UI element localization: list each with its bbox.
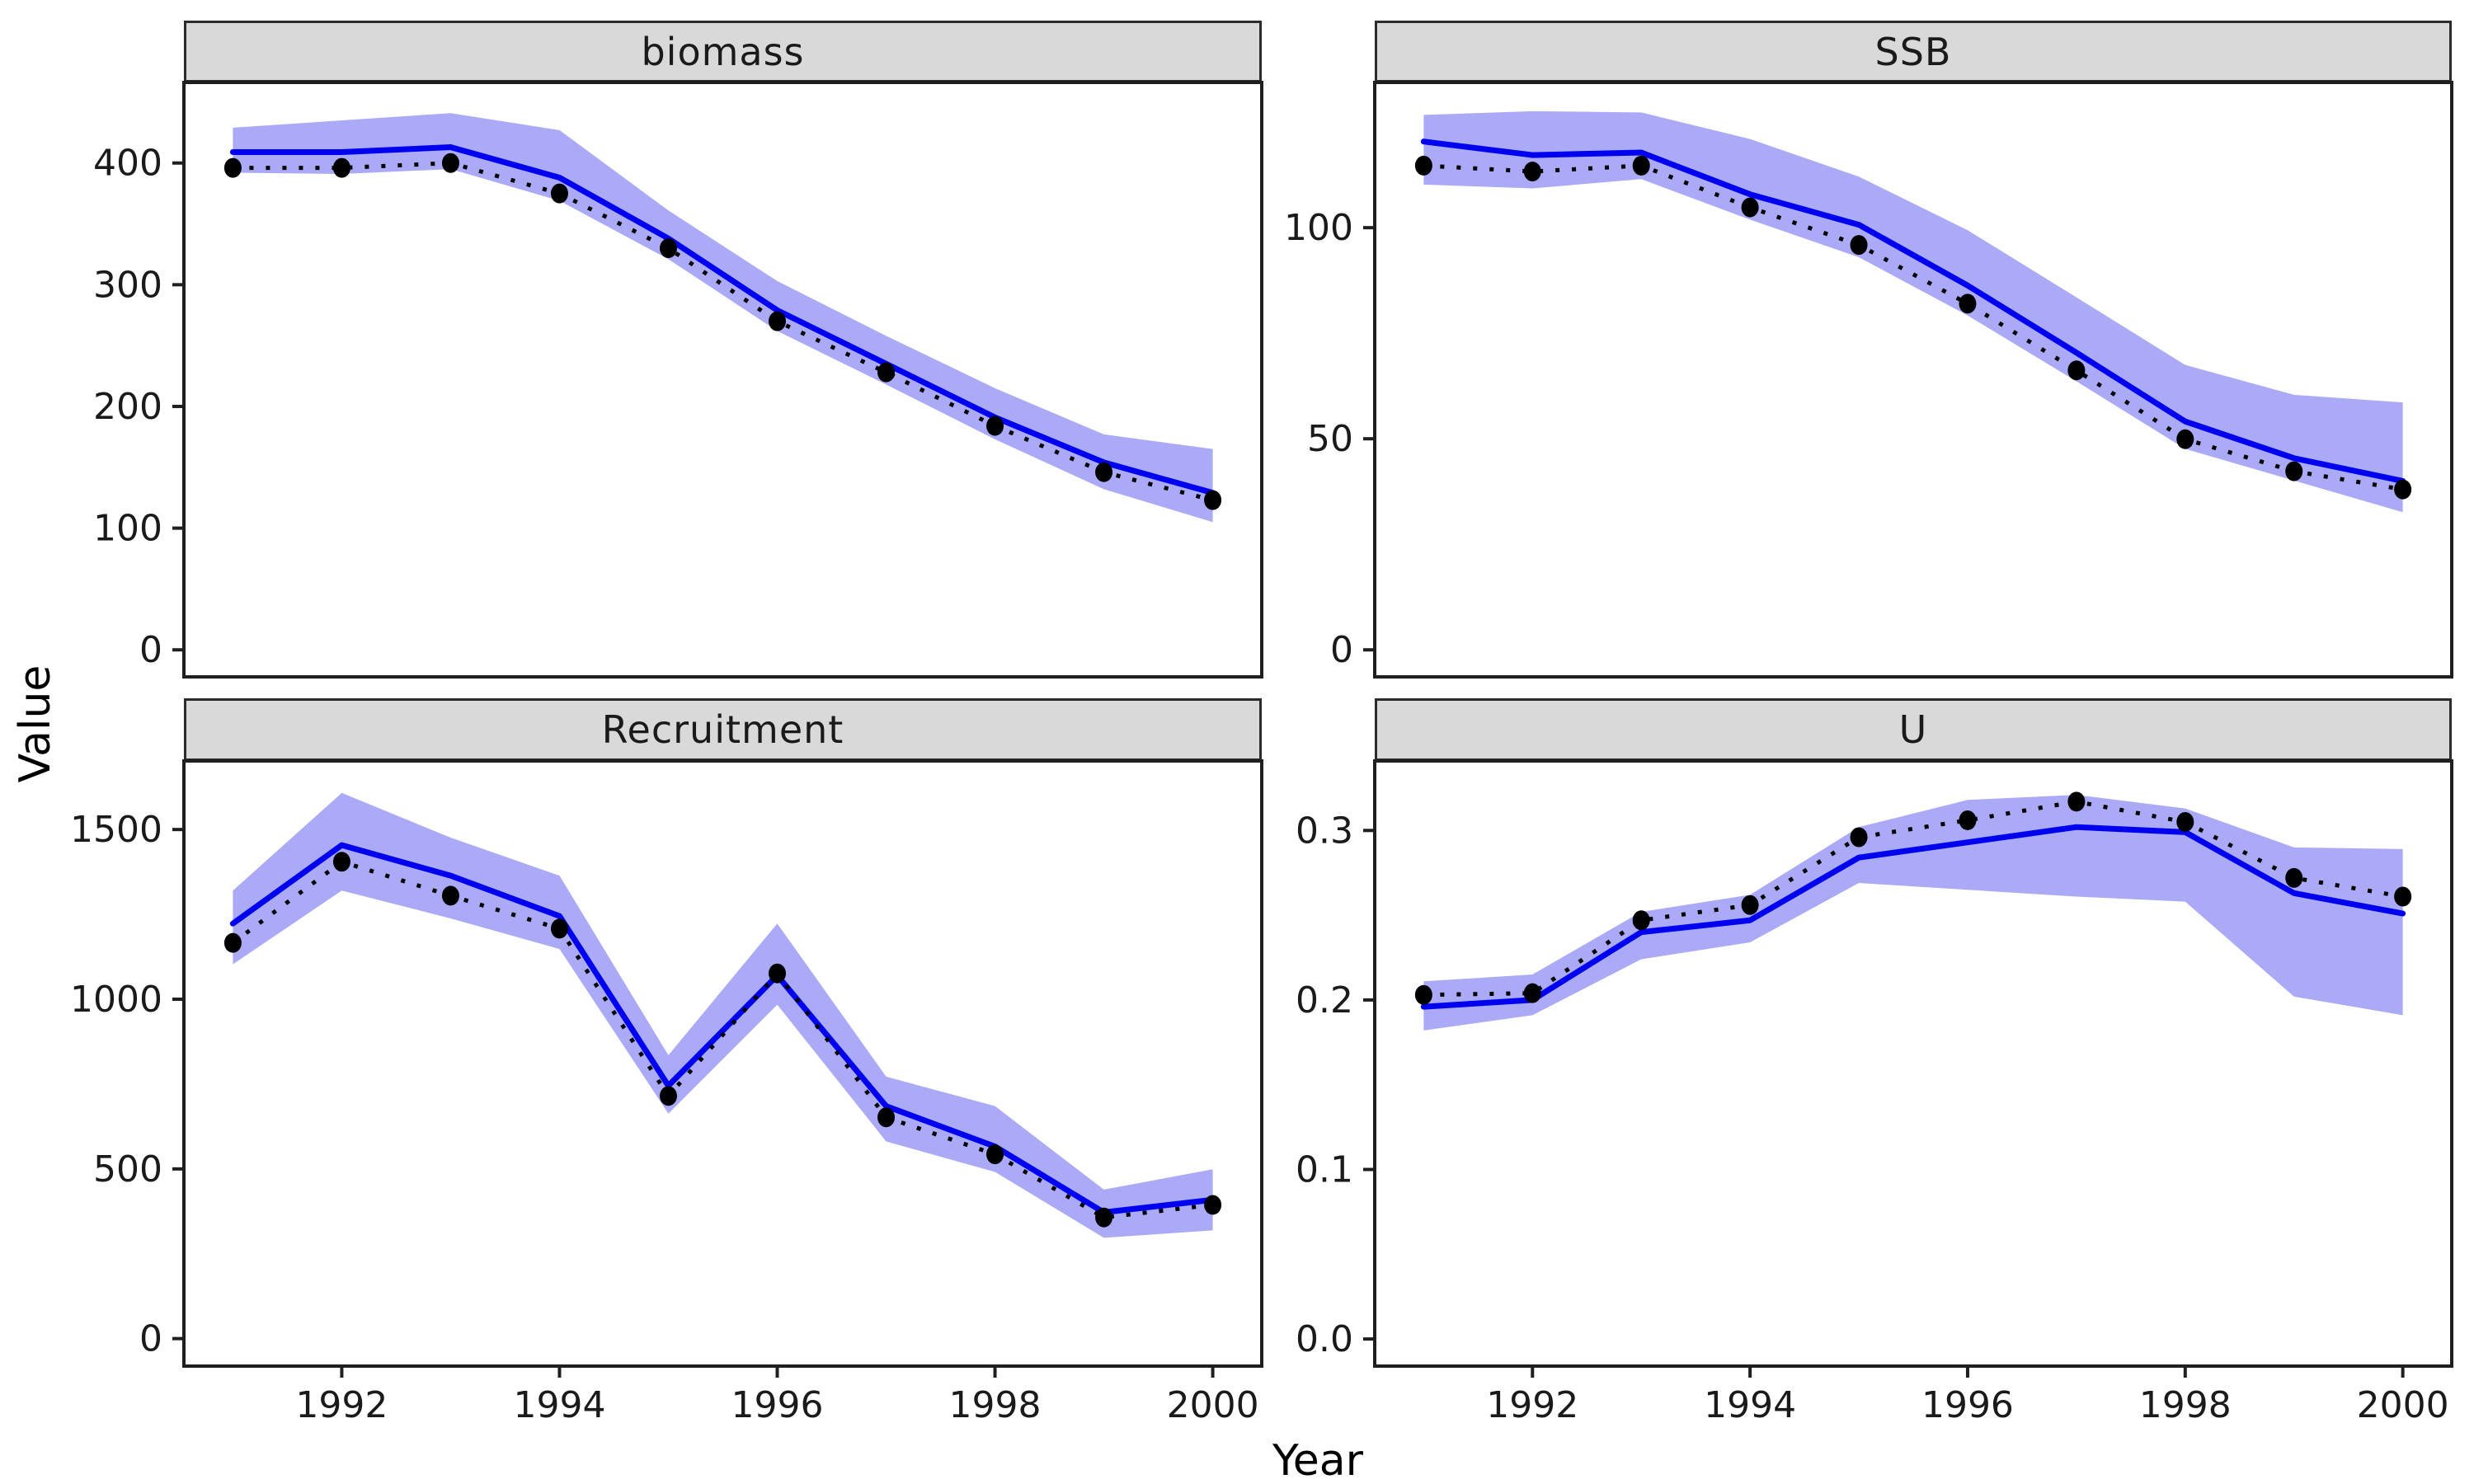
observed-point-u [1414,984,1432,1005]
observed-point-ssb [1632,155,1650,176]
panel-border-recruitment [182,759,1263,1368]
estimate-line-ssb [1420,139,2406,484]
observed-point-u [1632,910,1650,931]
observed-point-recruitment [550,918,568,939]
observed-point-biomass [332,157,350,178]
facet-strip-u: U [1375,698,2452,761]
panel-recruitment: 0 500 1000 1500 1992 1994 1996 1998 2000 [70,759,1263,1426]
y-tick-label-u: 0.0 [1296,1318,1353,1360]
observed-point-u [1741,895,1759,915]
observed-point-biomass [441,153,459,173]
observed-point-u [2285,867,2303,888]
facet-strip-biomass: biomass [184,21,1262,82]
y-tick-label-biomass: 200 [93,386,162,428]
x-tick-label-u: 1996 [1921,1384,2014,1426]
observed-point-u [2067,791,2086,812]
x-tick-label-recruitment: 1994 [513,1384,605,1426]
observed-point-u [1523,983,1541,1003]
y-tick-label-biomass: 0 [139,629,162,671]
confidence-ribbon-u [1423,795,2403,1031]
observed-point-biomass [550,183,568,204]
confidence-ribbon-ssb [1423,110,2403,513]
y-tick-label-recruitment: 1000 [70,979,162,1021]
panel-border-biomass [182,81,1263,679]
panel-border-ssb [1373,81,2453,679]
confidence-ribbon-biomass [233,113,1213,523]
y-tick-label-biomass: 400 [93,143,162,185]
observed-line-recruitment [231,859,1213,1220]
y-tick-label-recruitment: 500 [93,1148,162,1190]
observed-point-recruitment [441,885,459,906]
observed-point-biomass [769,311,787,331]
y-tick-label-u: 0.1 [1296,1149,1353,1191]
panel-biomass: 0 100 200 300 400 [93,81,1263,679]
y-axis-title: Value [11,665,60,783]
facet-strip-recruitment: Recruitment [184,698,1262,761]
observed-point-ssb [2285,461,2303,481]
y-tick-label-recruitment: 1500 [70,809,162,851]
x-tick-label-recruitment: 2000 [1167,1384,1259,1426]
observed-point-u [1850,827,1868,848]
observed-point-ssb [1523,162,1541,182]
observed-point-recruitment [1095,1207,1113,1228]
x-tick-label-u: 1998 [2139,1384,2232,1426]
x-tick-label-recruitment: 1992 [295,1384,388,1426]
observed-point-ssb [1959,294,1977,314]
y-tick-label-biomass: 300 [93,264,162,306]
panel-ssb: 0 50 100 [1284,81,2453,679]
x-tick-label-recruitment: 1996 [731,1384,824,1426]
estimate-line-biomass [229,144,1216,496]
observed-point-ssb [1850,235,1868,256]
observed-point-ssb [1414,155,1432,176]
observed-point-u [2394,886,2412,907]
panel-u: 0.0 0.1 0.2 0.3 1992 1994 1996 1998 2000 [1296,759,2453,1426]
observed-point-recruitment [223,932,242,953]
observed-point-biomass [1095,462,1113,482]
observed-point-recruitment [769,963,787,984]
y-tick-label-recruitment: 0 [139,1318,162,1360]
observed-point-recruitment [1204,1195,1222,1215]
estimate-line-recruitment [229,842,1216,1216]
x-tick-label-u: 2000 [2357,1384,2449,1426]
observed-point-u [2176,812,2194,833]
confidence-ribbon-recruitment [233,792,1213,1238]
observed-point-recruitment [986,1144,1004,1165]
panel-border-u [1373,759,2453,1368]
observed-point-recruitment [877,1107,896,1128]
observed-point-ssb [2176,429,2194,449]
x-axis-title: Year [1272,1436,1364,1484]
y-tick-label-u: 0.2 [1296,979,1353,1021]
observed-point-biomass [877,362,896,383]
observed-point-recruitment [659,1086,677,1106]
x-tick-label-u: 1994 [1704,1384,1796,1426]
observed-line-ssb [1423,163,2404,492]
observed-point-ssb [1741,197,1759,218]
y-tick-label-ssb: 100 [1284,207,1353,249]
observed-point-u [1959,810,1977,830]
y-tick-label-u: 0.3 [1296,810,1353,852]
observed-point-biomass [659,238,677,259]
observed-point-biomass [223,157,242,178]
y-tick-label-biomass: 100 [93,508,162,550]
observed-point-biomass [1204,490,1222,510]
observed-point-ssb [2394,479,2412,500]
observed-point-ssb [2067,360,2086,381]
observed-point-biomass [986,416,1004,436]
y-tick-label-ssb: 50 [1307,418,1353,460]
observed-point-recruitment [332,852,350,872]
x-tick-label-u: 1992 [1486,1384,1578,1426]
estimate-line-u [1420,824,2406,1010]
y-tick-label-ssb: 0 [1330,629,1353,671]
x-tick-label-recruitment: 1998 [949,1384,1042,1426]
